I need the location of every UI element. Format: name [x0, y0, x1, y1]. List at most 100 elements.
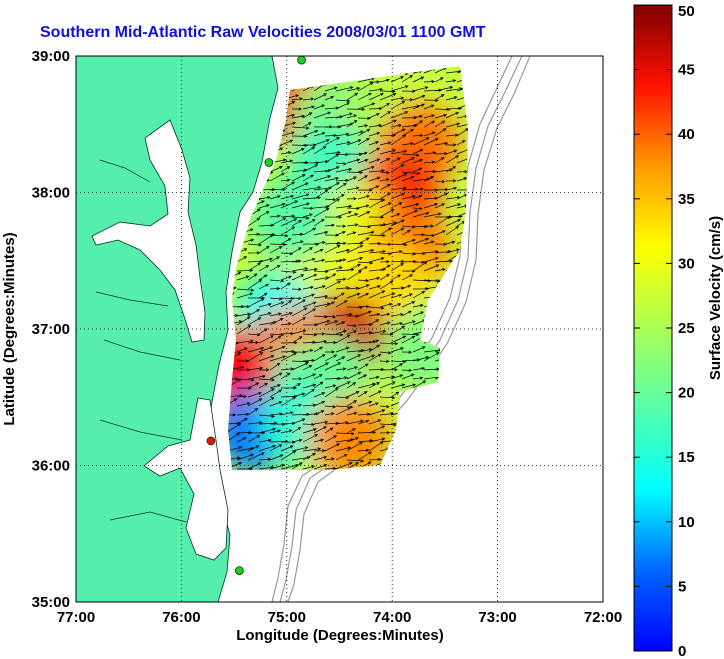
velocity-arrow — [401, 176, 415, 182]
velocity-arrow — [401, 89, 416, 93]
velocity-arrow — [412, 311, 425, 317]
velocity-arrow — [324, 198, 341, 209]
velocity-arrow — [368, 409, 386, 416]
velocity-arrow — [357, 354, 376, 362]
velocity-arrow — [379, 202, 392, 209]
velocity-arrow — [291, 362, 309, 371]
colorbar-tick-label: 25 — [678, 320, 695, 337]
velocity-arrow — [456, 122, 468, 128]
velocity-arrow — [247, 391, 262, 398]
velocity-arrow — [269, 286, 281, 291]
velocity-arrow — [412, 167, 423, 173]
velocity-arrow — [412, 76, 425, 83]
velocity-arrow — [302, 340, 316, 344]
y-tick-label: 36:00 — [32, 458, 70, 475]
velocity-arrow — [390, 186, 407, 191]
velocity-arrow — [302, 365, 313, 371]
velocity-arrow — [324, 457, 335, 461]
velocity-arrow — [379, 341, 399, 346]
velocity-arrow — [258, 397, 275, 407]
velocity-arrow — [412, 303, 424, 308]
velocity-arrow — [269, 335, 282, 344]
velocity-arrow — [445, 179, 457, 183]
velocity-arrow — [346, 158, 361, 164]
velocity-arrow — [324, 301, 335, 308]
velocity-arrow — [236, 347, 248, 353]
velocity-arrow — [401, 75, 414, 83]
velocity-arrow — [335, 300, 348, 308]
velocity-arrow — [368, 131, 381, 137]
velocity-arrow — [269, 429, 282, 434]
colorbar-tick-label: 30 — [678, 255, 695, 272]
velocity-arrow — [302, 105, 315, 110]
velocity-arrow — [291, 143, 308, 148]
velocity-arrow — [368, 92, 384, 101]
velocity-arrow — [247, 382, 260, 389]
velocity-arrow — [291, 377, 303, 381]
velocity-arrow — [379, 209, 395, 218]
velocity-arrow — [390, 383, 406, 389]
velocity-arrow — [390, 173, 408, 182]
velocity-arrow — [346, 87, 361, 92]
velocity-arrow — [379, 242, 392, 246]
velocity-arrow — [357, 128, 371, 137]
velocity-arrow — [390, 149, 408, 155]
velocity-arrow — [291, 462, 303, 470]
velocity-arrow — [280, 411, 294, 416]
velocity-arrow — [390, 259, 405, 264]
velocity-arrow — [335, 381, 351, 389]
velocity-arrow — [324, 354, 338, 362]
velocity-arrow — [269, 166, 283, 173]
velocity-arrow — [313, 381, 324, 389]
velocity-arrow — [390, 325, 406, 335]
velocity-arrow — [302, 146, 316, 155]
velocity-arrow — [445, 219, 462, 227]
velocity-arrow — [280, 151, 292, 155]
velocity-arrow — [291, 148, 305, 155]
chesapeake-bay — [91, 119, 206, 343]
colorbar-tick-label: 50 — [678, 3, 695, 20]
velocity-arrow — [324, 223, 335, 227]
velocity-arrow — [379, 158, 391, 164]
velocity-arrow — [302, 308, 317, 317]
velocity-arrow — [324, 443, 341, 452]
velocity-arrow — [313, 189, 329, 200]
velocity-arrow — [280, 282, 291, 290]
velocity-arrow — [379, 396, 396, 400]
velocity-arrow — [302, 422, 315, 427]
velocity-arrow — [291, 427, 302, 434]
velocity-arrow — [423, 352, 440, 362]
velocity-arrow — [357, 261, 374, 265]
velocity-arrow — [412, 376, 424, 380]
velocity-arrow — [335, 356, 346, 362]
velocity-arrow — [324, 412, 335, 416]
velocity-arrow — [269, 362, 281, 371]
velocity-arrow — [280, 159, 294, 164]
velocity-arrow — [368, 147, 381, 155]
velocity-arrow — [280, 131, 295, 137]
velocity-arrow — [280, 139, 294, 146]
velocity-arrow — [302, 388, 315, 398]
velocity-arrow — [368, 158, 381, 164]
velocity-arrow — [324, 215, 343, 219]
velocity-arrow — [368, 306, 385, 310]
velocity-arrow — [368, 402, 379, 407]
velocity-field — [228, 66, 468, 470]
velocity-arrow — [412, 346, 426, 353]
velocity-arrow — [390, 128, 406, 137]
velocity-arrow — [258, 355, 275, 362]
velocity-arrow — [434, 230, 446, 236]
velocity-arrow — [258, 257, 273, 263]
velocity-arrow — [313, 241, 326, 245]
velocity-arrow — [445, 133, 459, 137]
velocity-arrow — [368, 419, 382, 425]
velocity-arrow — [346, 366, 358, 371]
velocity-arrow — [335, 102, 351, 110]
velocity-arrow — [302, 213, 313, 218]
velocity-arrow — [423, 151, 437, 155]
velocity-arrow — [291, 329, 307, 335]
velocity-arrow — [379, 119, 397, 128]
velocity-arrow — [291, 114, 306, 119]
velocity-arrow — [390, 312, 404, 317]
velocity-arrow — [357, 195, 370, 200]
